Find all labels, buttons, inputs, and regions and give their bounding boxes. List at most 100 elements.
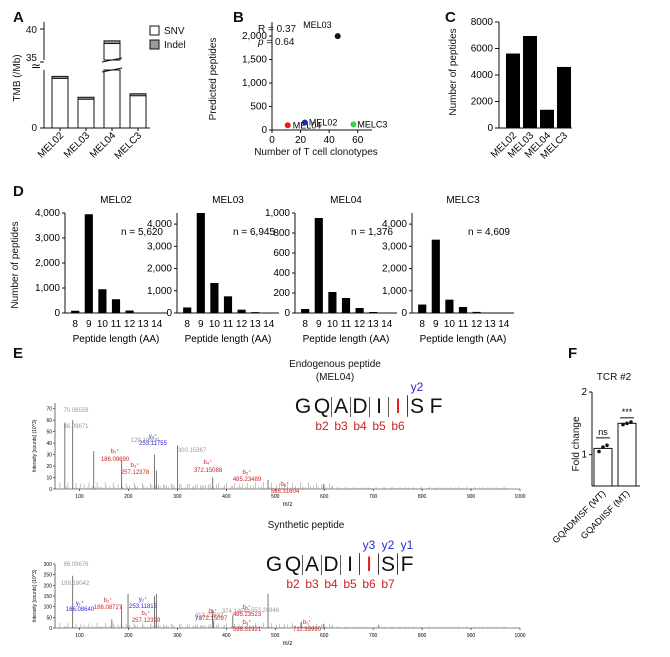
b-ion-label: b6 [391, 419, 405, 433]
panel-d-ytick-label: 600 [273, 248, 290, 259]
sequence-residue: D [323, 553, 338, 576]
panel-b-ytick-label: 2,000 [242, 31, 267, 42]
legend-label-snv: SNV [164, 26, 185, 37]
panel-c-bar [557, 66, 571, 128]
panel-d-ytick-label: 1,000 [265, 208, 290, 219]
spectrum-annotation: b₃⁺ [142, 610, 151, 617]
spectrum-xtick-label: 600 [320, 633, 329, 639]
panel-c-ytick-label: 8000 [471, 17, 494, 28]
spectrum-xtick-label: 800 [418, 633, 427, 639]
panel-d-xtick-label: 9 [86, 319, 92, 330]
panel-d-bar [472, 311, 481, 313]
b-ion-label: b5 [372, 419, 386, 433]
b-ion-label: b7 [381, 577, 395, 591]
spectrum-xlabel: m/z [283, 502, 293, 508]
panel-d-xtick-label: 11 [341, 319, 352, 330]
panel-d-xtick-label: 12 [354, 319, 366, 330]
panel-d-subplot-title: MEL02 [100, 195, 132, 206]
spectrum-annotation: 485.23489 [233, 477, 262, 483]
panel-d-ytick-label: 3,000 [382, 241, 407, 252]
spectrum-annotation: 553.29846 [251, 608, 280, 614]
spectrum-annotation: y₂⁺ [149, 433, 158, 440]
spectrum-annotation: 711.39990 [293, 627, 322, 633]
panel-e-title-endogenous: Endogenous peptide [289, 359, 381, 370]
panel-d-bar [314, 218, 323, 313]
spectrum-annotation: 485.23523 [233, 612, 262, 618]
panel-a-ytick-label-40: 40 [26, 25, 38, 36]
spectrum-annotation: b₅⁺ [243, 469, 252, 476]
spectrum-ytick-label: 300 [44, 562, 53, 568]
panel-d-ytick-label: 1,000 [147, 286, 172, 297]
spectrum-annotation: 70.06559 [63, 408, 89, 414]
panel-a-ytick-label-35: 35 [26, 53, 38, 64]
spectrum-xtick-label: 400 [222, 494, 231, 500]
spectrum-annotation: b₄⁺ [209, 608, 218, 615]
panel-d-n-label: n = 6,945 [233, 227, 275, 238]
tmb-bar-indel [77, 96, 95, 100]
panel-b-xtick-label: 0 [269, 135, 275, 146]
panel-letter-a: A [13, 9, 24, 26]
panel-c-ylabel: Number of peptides [448, 28, 459, 115]
spectrum-annotation: b₆⁺ [243, 619, 252, 626]
spectrum-xtick-label: 200 [124, 633, 133, 639]
panel-b-xtick-label: 20 [295, 135, 307, 146]
panel-b-xtick-label: 60 [352, 135, 364, 146]
panel-d-n-label: n = 1,376 [351, 227, 393, 238]
scatter-label-mel04: MEL04 [293, 120, 322, 130]
spectrum-annotation: 253.11755 [139, 441, 168, 447]
spectrum-ytick-label: 20 [46, 464, 52, 470]
panel-d-bar [237, 309, 246, 313]
panel-d-xtick-label: 9 [316, 319, 322, 330]
panel-d-xlabel: Peptide length (AA) [303, 334, 390, 345]
panel-d-xtick-label: 9 [198, 319, 204, 330]
spectrum-annotation: 257.12378 [121, 470, 150, 476]
panel-d-ytick-label: 0 [284, 308, 290, 319]
spectrum-xtick-label: 500 [271, 494, 280, 500]
sequence-residue: A [334, 395, 348, 418]
scatter-point-melc3 [350, 121, 357, 128]
panel-d-ytick-label: 3,000 [35, 233, 60, 244]
panel-d-xtick-label: 13 [250, 319, 262, 330]
panel-d-n-label: n = 4,609 [468, 227, 510, 238]
scatter-label-melc3: MELC3 [357, 119, 387, 129]
panel-b-stat-p: p = 0.64 [257, 37, 295, 48]
spectrum-annotation: 300.15367 [178, 448, 207, 454]
y-ion-label: y3 [363, 538, 376, 552]
panel-letter-b: B [233, 9, 244, 26]
spectrum-annotation: y₃ [195, 615, 201, 621]
panel-d-ylabel: Number of peptides [10, 221, 21, 308]
sequence-residue: I [366, 553, 372, 576]
panel-d-bar [431, 239, 440, 313]
panel-d-bar [223, 296, 233, 313]
spectrum-ytick-label: 30 [46, 453, 52, 459]
b-ion-label: b3 [305, 577, 319, 591]
panel-b-stat-p-value: = 0.64 [264, 37, 295, 48]
spectrum-ytick-label: 100 [44, 605, 53, 611]
panel-f-point [597, 449, 601, 454]
panel-d-xtick-label: 14 [498, 319, 510, 330]
spectrum-ylabel: Intensity [counts] (10^3) [32, 419, 38, 472]
spectrum-ytick-label: 40 [46, 441, 52, 447]
panel-d-bar [71, 310, 80, 313]
spectrum-xtick-label: 100 [75, 494, 84, 500]
panel-d-xtick-label: 12 [236, 319, 248, 330]
panel-b-ytick-label: 500 [250, 102, 267, 113]
panel-d-bar [125, 310, 134, 313]
panel-d-bar [301, 309, 310, 313]
panel-d-xtick-label: 11 [458, 319, 469, 330]
b-ion-label: b6 [362, 577, 376, 591]
spectrum-annotation: 86.09671 [63, 424, 89, 430]
panel-c-bar [506, 53, 520, 128]
panel-d-bar [341, 298, 351, 313]
panel-d-xtick-label: 11 [223, 319, 234, 330]
panel-a-ytick-label-0: 0 [31, 123, 37, 134]
spectrum-ytick-label: 50 [46, 615, 52, 621]
panel-b-stat-p-symbol: p [257, 37, 264, 48]
panel-d-xtick-label: 8 [302, 319, 308, 330]
panel-d-ytick-label: 0 [401, 308, 407, 319]
spectrum-xtick-label: 900 [467, 633, 476, 639]
